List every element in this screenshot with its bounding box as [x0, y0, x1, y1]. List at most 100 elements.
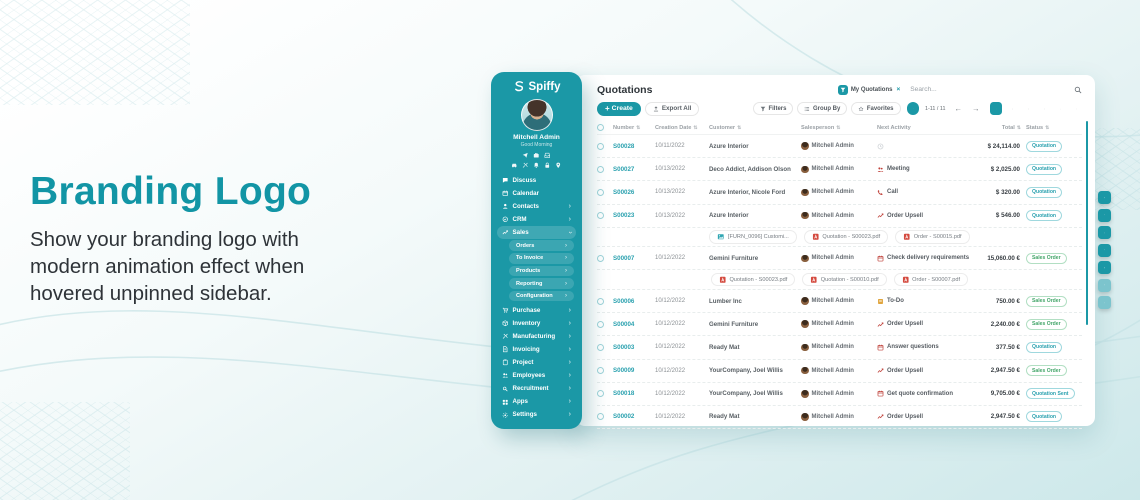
next-activity[interactable]: Meeting: [877, 166, 981, 173]
next-activity[interactable]: To-Do: [877, 298, 981, 305]
table-row[interactable]: S00007 10/12/2022 Gemini Furniture Mitchell…: [597, 247, 1082, 271]
sidebar-subitem-orders[interactable]: Orders ›: [509, 240, 574, 252]
column-header-salesperson[interactable]: Salesperson ⇅: [801, 125, 877, 131]
attachment-chip[interactable]: Quotation - S00023.pdf: [710, 272, 796, 287]
quotation-number[interactable]: S00009: [613, 367, 635, 375]
sidebar-item-calendar[interactable]: Calendar: [497, 187, 576, 200]
next-activity[interactable]: Order Upsell: [877, 367, 981, 374]
table-row[interactable]: S00002 10/12/2022 Ready Mat Mitchell Admin O…: [597, 406, 1082, 430]
search-input[interactable]: Search...: [910, 86, 937, 93]
next-activity[interactable]: Check delivery requirements: [877, 255, 981, 262]
search-icon[interactable]: [1074, 86, 1082, 94]
quotation-number[interactable]: S00006: [613, 297, 635, 305]
table-row[interactable]: S00018 10/12/2022 YourCompany, Joel Willis…: [597, 383, 1082, 406]
list-view-button[interactable]: [989, 102, 1002, 115]
next-activity[interactable]: Order Upsell: [877, 413, 981, 420]
next-activity[interactable]: Get quote confirmation: [877, 390, 981, 397]
sidebar-item-purchase[interactable]: Purchase ›: [497, 304, 576, 317]
table-row[interactable]: S00009 10/12/2022 YourCompany, Joel Willis…: [597, 360, 1082, 383]
remove-filter-icon[interactable]: ×: [896, 86, 901, 93]
bell-icon[interactable]: [533, 162, 540, 169]
table-row[interactable]: S00028 10/11/2022 Azure Interior Mitchell A…: [597, 135, 1082, 159]
inbox-icon[interactable]: [544, 152, 551, 159]
sidebar-item-contacts[interactable]: Contacts ›: [497, 200, 576, 213]
attachment-chip[interactable]: [FURN_0096] Customi...: [709, 230, 797, 244]
row-checkbox[interactable]: [597, 165, 604, 173]
sidebar-item-manufacturing[interactable]: Manufacturing ›: [497, 330, 576, 343]
next-activity[interactable]: Answer questions: [877, 344, 981, 351]
kanban-view-button[interactable]: [1006, 102, 1019, 115]
column-header-number[interactable]: Number ⇅: [613, 125, 655, 131]
row-checkbox[interactable]: [597, 413, 604, 421]
row-checkbox[interactable]: [597, 142, 604, 150]
next-activity[interactable]: [877, 143, 981, 150]
quotation-number[interactable]: S00023: [613, 212, 635, 220]
scrollbar[interactable]: [1085, 121, 1088, 325]
quotation-number[interactable]: S00027: [613, 165, 635, 173]
fullscreen-button[interactable]: [1098, 226, 1111, 239]
sidebar-item-recruitment[interactable]: Recruitment ›: [497, 383, 576, 396]
next-activity[interactable]: Order Upsell: [877, 212, 981, 219]
tools-icon[interactable]: [522, 162, 529, 169]
filters-button[interactable]: Filters: [752, 102, 794, 115]
quotation-number[interactable]: S00004: [613, 320, 635, 328]
sidebar-subitem-configuration[interactable]: Configuration ›: [509, 290, 574, 302]
pivot-view-button[interactable]: [1038, 102, 1051, 115]
send-icon[interactable]: [522, 152, 529, 159]
create-button[interactable]: + Create: [597, 101, 641, 116]
avatar[interactable]: [520, 99, 553, 131]
table-row[interactable]: S00023 10/13/2022 Azure Interior Mitchell A…: [597, 205, 1082, 228]
row-checkbox[interactable]: [597, 390, 604, 398]
sidebar-item-employees[interactable]: Employees ›: [497, 369, 576, 382]
sidebar-item-apps[interactable]: Apps ›: [497, 396, 576, 409]
list-button[interactable]: [1098, 296, 1111, 309]
sidebar-item-discuss[interactable]: Discuss: [497, 174, 576, 187]
next-activity[interactable]: Call: [877, 189, 981, 196]
sidebar-item-sales[interactable]: Sales ›: [497, 226, 576, 239]
row-checkbox[interactable]: [597, 188, 604, 196]
export-all-button[interactable]: Export All: [644, 101, 700, 116]
quotation-number[interactable]: S00007: [613, 254, 635, 262]
column-header-status[interactable]: Status ⇅: [1026, 125, 1082, 131]
table-row[interactable]: S00003 10/12/2022 Ready Mat Mitchell Admin A…: [597, 336, 1082, 360]
attachment-chip[interactable]: Quotation - S00023.pdf: [803, 230, 889, 244]
attachment-chip[interactable]: Order - S00007.pdf: [893, 272, 969, 287]
zoom-button[interactable]: [1098, 243, 1111, 257]
refresh-button[interactable]: [906, 102, 920, 115]
group-by-button[interactable]: Group By: [797, 102, 848, 115]
attachment-chip[interactable]: Order - S00015.pdf: [895, 230, 970, 244]
pager-next-button[interactable]: →: [972, 103, 980, 113]
table-row[interactable]: S00027 10/13/2022 Deco Addict, Addison Ols…: [597, 158, 1082, 182]
sidebar-subitem-reporting[interactable]: Reporting ›: [509, 278, 574, 289]
car-icon[interactable]: [511, 162, 518, 169]
quotation-number[interactable]: S00018: [613, 390, 635, 398]
row-checkbox[interactable]: [597, 343, 604, 351]
favorites-button[interactable]: [1098, 191, 1111, 204]
sidebar-item-project[interactable]: Project ›: [497, 356, 576, 369]
sidebar-subitem-to-invoice[interactable]: To Invoice ›: [509, 253, 574, 264]
quotation-number[interactable]: S00002: [613, 413, 635, 421]
pin-icon[interactable]: [555, 162, 562, 169]
quotation-number[interactable]: S00003: [613, 343, 635, 351]
column-header-customer[interactable]: Customer ⇅: [709, 125, 801, 131]
row-checkbox[interactable]: [597, 254, 604, 262]
row-checkbox[interactable]: [597, 367, 604, 375]
next-activity[interactable]: Order Upsell: [877, 321, 981, 328]
quotation-number[interactable]: S00028: [613, 142, 635, 150]
favorites-button[interactable]: Favorites: [851, 102, 901, 115]
lock-icon[interactable]: [544, 162, 551, 169]
select-all-checkbox[interactable]: [597, 124, 604, 131]
table-row[interactable]: S00026 10/13/2022 Azure Interior, Nicole F…: [597, 181, 1082, 205]
active-filter-chip[interactable]: My Quotations ×: [837, 84, 901, 95]
calendar-view-button[interactable]: [1022, 102, 1035, 115]
notes-button[interactable]: [1098, 278, 1111, 292]
briefcase-icon[interactable]: [533, 152, 540, 159]
column-header-creation-date[interactable]: Creation Date ⇅: [655, 125, 709, 131]
search-button[interactable]: [1098, 208, 1111, 222]
sidebar-item-settings[interactable]: Settings ›: [497, 409, 576, 422]
sidebar-item-invoicing[interactable]: Invoicing ›: [497, 343, 576, 356]
attachment-chip[interactable]: Quotation - S00010.pdf: [802, 272, 887, 287]
sidebar-subitem-products[interactable]: Products ›: [509, 265, 574, 277]
sidebar-item-crm[interactable]: CRM ›: [497, 213, 576, 226]
table-row[interactable]: S00006 10/12/2022 Lumber Inc Mitchell Admin…: [597, 290, 1082, 314]
